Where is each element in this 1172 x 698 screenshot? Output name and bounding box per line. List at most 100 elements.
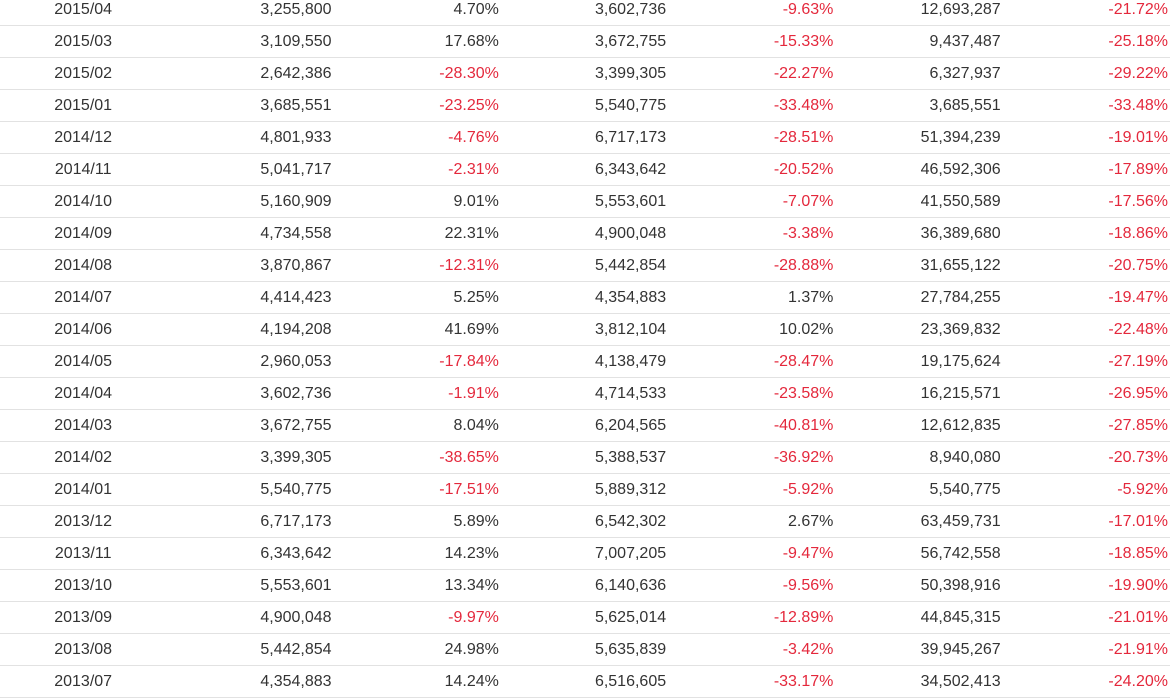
cell-period: 2014/01 <box>0 473 167 506</box>
table-row: 2013/09 4,900,048 -9.97% 5,625,014 -12.89% 44… <box>0 601 1170 634</box>
table-row: 2014/06 4,194,208 41.69% 3,812,104 10.02% 23,… <box>0 313 1170 346</box>
cell-sales-mom-change: -28.30% <box>331 57 499 90</box>
cell-sales-mom-change: 17.68% <box>331 25 499 58</box>
cell-period: 2015/04 <box>0 0 167 26</box>
cell-prior-year-volume: 6,516,605 <box>498 665 667 698</box>
cell-prior-year-volume: 5,625,014 <box>498 601 667 634</box>
cell-period: 2013/08 <box>0 633 167 666</box>
cell-yoy-change: -23.58% <box>666 377 834 410</box>
cell-sales-volume: 2,960,053 <box>166 345 332 378</box>
cell-cumulative-volume: 46,592,306 <box>833 153 1001 186</box>
cell-yoy-change: -3.38% <box>666 217 834 250</box>
cell-cumulative-volume: 44,845,315 <box>833 601 1001 634</box>
cell-yoy-change: 1.37% <box>666 281 834 314</box>
cell-cumulative-yoy-change: -19.90% <box>1000 569 1170 602</box>
cell-sales-mom-change: -38.65% <box>331 441 499 474</box>
cell-cumulative-volume: 19,175,624 <box>833 345 1001 378</box>
table-row: 2014/10 5,160,909 9.01% 5,553,601 -7.07% 41,5… <box>0 185 1170 218</box>
cell-cumulative-yoy-change: -21.72% <box>1000 0 1170 26</box>
table-row: 2013/11 6,343,642 14.23% 7,007,205 -9.47% 56,… <box>0 537 1170 570</box>
cell-yoy-change: 2.67% <box>666 505 834 538</box>
cell-yoy-change: -22.27% <box>666 57 834 90</box>
table-row: 2013/10 5,553,601 13.34% 6,140,636 -9.56% 50,… <box>0 569 1170 602</box>
cell-yoy-change: -9.63% <box>666 0 834 26</box>
cell-sales-mom-change: -17.84% <box>331 345 499 378</box>
cell-sales-mom-change: -23.25% <box>331 89 499 122</box>
cell-yoy-change: -15.33% <box>666 25 834 58</box>
cell-cumulative-volume: 5,540,775 <box>833 473 1001 506</box>
cell-cumulative-yoy-change: -25.18% <box>1000 25 1170 58</box>
table-row: 2015/03 3,109,550 17.68% 3,672,755 -15.33% 9,… <box>0 25 1170 58</box>
cell-yoy-change: -33.17% <box>666 665 834 698</box>
cell-cumulative-volume: 41,550,589 <box>833 185 1001 218</box>
cell-cumulative-yoy-change: -33.48% <box>1000 89 1170 122</box>
cell-sales-mom-change: -4.76% <box>331 121 499 154</box>
cell-period: 2013/07 <box>0 665 167 698</box>
cell-cumulative-yoy-change: -20.75% <box>1000 249 1170 282</box>
cell-cumulative-volume: 23,369,832 <box>833 313 1001 346</box>
cell-period: 2014/02 <box>0 441 167 474</box>
cell-sales-mom-change: 5.89% <box>331 505 499 538</box>
cell-yoy-change: -7.07% <box>666 185 834 218</box>
cell-prior-year-volume: 4,900,048 <box>498 217 667 250</box>
cell-prior-year-volume: 3,399,305 <box>498 57 667 90</box>
cell-yoy-change: -33.48% <box>666 89 834 122</box>
cell-cumulative-yoy-change: -18.85% <box>1000 537 1170 570</box>
cell-cumulative-yoy-change: -21.01% <box>1000 601 1170 634</box>
table-row: 2014/03 3,672,755 8.04% 6,204,565 -40.81% 12,… <box>0 409 1170 442</box>
cell-cumulative-yoy-change: -27.19% <box>1000 345 1170 378</box>
table-row: 2015/01 3,685,551 -23.25% 5,540,775 -33.48% 3… <box>0 89 1170 122</box>
cell-sales-mom-change: 41.69% <box>331 313 499 346</box>
cell-sales-mom-change: 14.24% <box>331 665 499 698</box>
cell-cumulative-yoy-change: -27.85% <box>1000 409 1170 442</box>
cell-period: 2015/03 <box>0 25 167 58</box>
table-row: 2014/07 4,414,423 5.25% 4,354,883 1.37% 27,78… <box>0 281 1170 314</box>
cell-yoy-change: -40.81% <box>666 409 834 442</box>
cell-period: 2014/12 <box>0 121 167 154</box>
cell-cumulative-yoy-change: -26.95% <box>1000 377 1170 410</box>
cell-period: 2014/05 <box>0 345 167 378</box>
cell-sales-volume: 3,685,551 <box>166 89 332 122</box>
cell-cumulative-yoy-change: -20.73% <box>1000 441 1170 474</box>
cell-yoy-change: 10.02% <box>666 313 834 346</box>
cell-prior-year-volume: 3,812,104 <box>498 313 667 346</box>
cell-sales-volume: 6,343,642 <box>166 537 332 570</box>
cell-sales-mom-change: 13.34% <box>331 569 499 602</box>
cell-prior-year-volume: 3,672,755 <box>498 25 667 58</box>
cell-yoy-change: -12.89% <box>666 601 834 634</box>
cell-sales-mom-change: 5.25% <box>331 281 499 314</box>
cell-cumulative-volume: 12,612,835 <box>833 409 1001 442</box>
cell-sales-volume: 3,672,755 <box>166 409 332 442</box>
cell-yoy-change: -3.42% <box>666 633 834 666</box>
table-row: 2014/04 3,602,736 -1.91% 4,714,533 -23.58% 16… <box>0 377 1170 410</box>
cell-cumulative-yoy-change: -24.20% <box>1000 665 1170 698</box>
cell-prior-year-volume: 6,140,636 <box>498 569 667 602</box>
cell-cumulative-volume: 27,784,255 <box>833 281 1001 314</box>
cell-prior-year-volume: 5,889,312 <box>498 473 667 506</box>
cell-period: 2014/11 <box>0 153 167 186</box>
cell-sales-volume: 4,734,558 <box>166 217 332 250</box>
table-row: 2014/05 2,960,053 -17.84% 4,138,479 -28.47% 1… <box>0 345 1170 378</box>
cell-cumulative-volume: 9,437,487 <box>833 25 1001 58</box>
cell-sales-volume: 4,900,048 <box>166 601 332 634</box>
cell-sales-volume: 5,442,854 <box>166 633 332 666</box>
cell-sales-volume: 2,642,386 <box>166 57 332 90</box>
cell-sales-mom-change: -17.51% <box>331 473 499 506</box>
cell-prior-year-volume: 5,540,775 <box>498 89 667 122</box>
cell-period: 2014/04 <box>0 377 167 410</box>
table-row: 2014/12 4,801,933 -4.76% 6,717,173 -28.51% 51… <box>0 121 1170 154</box>
cell-prior-year-volume: 4,138,479 <box>498 345 667 378</box>
cell-prior-year-volume: 6,204,565 <box>498 409 667 442</box>
cell-period: 2014/10 <box>0 185 167 218</box>
cell-cumulative-volume: 39,945,267 <box>833 633 1001 666</box>
table-row: 2015/04 3,255,800 4.70% 3,602,736 -9.63% 12,6… <box>0 0 1170 26</box>
cell-sales-mom-change: 22.31% <box>331 217 499 250</box>
cell-yoy-change: -20.52% <box>666 153 834 186</box>
cell-cumulative-yoy-change: -17.01% <box>1000 505 1170 538</box>
cell-prior-year-volume: 5,388,537 <box>498 441 667 474</box>
cell-cumulative-volume: 50,398,916 <box>833 569 1001 602</box>
cell-yoy-change: -28.88% <box>666 249 834 282</box>
cell-cumulative-volume: 56,742,558 <box>833 537 1001 570</box>
cell-period: 2014/07 <box>0 281 167 314</box>
